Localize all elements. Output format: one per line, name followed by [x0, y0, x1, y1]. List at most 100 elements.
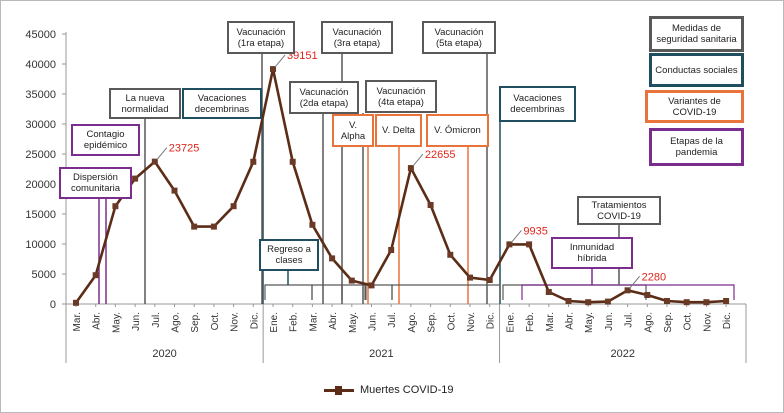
data-point [427, 202, 434, 208]
data-point [467, 274, 473, 281]
annotation-contagio-epidemico: Contagio epidémico [71, 124, 140, 156]
legend: Muertes COVID-19 [324, 384, 454, 396]
x-month-label: Dic. [486, 312, 497, 329]
key-medidas-seguridad: Medidas de seguridad sanitaria [649, 16, 744, 52]
annotation-dispersion-comunitaria: Dispersión comunitaria [59, 167, 132, 199]
y-tick-label: 30000 [25, 119, 56, 131]
x-month-label: May. [584, 312, 595, 333]
y-tick-label: 40000 [25, 59, 56, 71]
annotation-vacunacion-3ra: Vacunación (3ra etapa) [321, 21, 393, 54]
y-tick-label: 15000 [25, 209, 56, 221]
x-month-label: Nov. [466, 312, 477, 332]
data-point [230, 203, 237, 210]
series-line [74, 67, 727, 304]
data-point [526, 241, 533, 248]
data-point [289, 158, 296, 165]
annotation-variante-omicron: V. Ómicron [426, 114, 489, 147]
x-month-label: Oct. [446, 312, 457, 330]
data-point [151, 158, 158, 165]
x-month-label: Mar. [72, 312, 83, 331]
x-month-label: May. [111, 312, 122, 333]
legend-swatch [324, 385, 354, 395]
x-month-label: Abr. [328, 312, 339, 330]
x-month-label: Feb. [525, 312, 536, 332]
data-point [132, 175, 139, 182]
annotation-vacunacion-2da: Vacunación (2da etapa) [289, 81, 359, 114]
annotation-regreso-a-clases: Regreso a clases [259, 239, 319, 271]
callout-leader [156, 147, 168, 160]
data-point [447, 251, 454, 258]
data-point [683, 299, 690, 306]
data-point [73, 299, 79, 306]
x-month-label: Ene. [269, 312, 280, 333]
x-month-label: Abr. [565, 312, 576, 330]
x-month-label: Jun. [604, 312, 615, 331]
x-month-label: Sep. [427, 312, 438, 333]
x-month-label: Oct. [210, 312, 221, 330]
y-tick-label: 45000 [25, 29, 56, 41]
x-month-label: Dic. [722, 312, 733, 329]
x-month-label: Jul. [387, 312, 398, 328]
annotation-vacaciones-decembrinas-2: Vacaciones decembrinas [499, 86, 576, 122]
x-month-label: Sep. [190, 312, 201, 333]
x-month-label: Abr. [92, 312, 103, 330]
data-point [309, 221, 316, 228]
data-label: 2280 [642, 271, 666, 283]
x-month-label: Ago. [643, 312, 654, 333]
x-month-label: Ago. [171, 312, 182, 333]
bracket [311, 284, 343, 300]
x-month-label: Feb. [289, 312, 300, 332]
data-point [624, 287, 631, 294]
bracket [264, 284, 313, 300]
annotation-vacunacion-4ta: Vacunación (4ta etapa) [365, 80, 437, 113]
data-label: 23725 [169, 143, 200, 155]
x-month-label: Oct. [683, 312, 694, 330]
data-point [210, 223, 217, 230]
data-point [644, 292, 651, 298]
data-point [368, 282, 375, 289]
annotation-tratamientos-covid: Tratamientos COVID-19 [577, 196, 661, 225]
x-month-label: Ago. [407, 312, 418, 333]
legend-label: Muertes COVID-19 [360, 384, 454, 396]
annotation-variante-alpha: V. Alpha [332, 114, 374, 147]
callout-leader [629, 275, 640, 289]
data-point [585, 299, 592, 306]
x-month-label: Nov. [230, 312, 241, 332]
y-tick-label: 35000 [25, 89, 56, 101]
annotation-vacunacion-5ta: Vacunación (5ta etapa) [422, 21, 496, 54]
x-month-label: Jun. [131, 312, 142, 331]
data-point [171, 187, 178, 194]
key-conductas-sociales: Conductas sociales [649, 53, 744, 87]
y-tick-label: 20000 [25, 179, 56, 191]
data-label: 22655 [425, 149, 456, 161]
annotation-inmunidad-hibrida: Inmunidad híbrida [551, 237, 633, 269]
y-tick-label: 25000 [25, 149, 56, 161]
data-point [565, 298, 572, 304]
x-month-label: Mar. [308, 312, 319, 331]
annotation-variante-delta: V. Delta [375, 114, 422, 147]
key-variantes-covid: Variantes de COVID-19 [645, 90, 744, 123]
data-point [703, 299, 710, 306]
data-point [329, 255, 336, 262]
x-month-label: May. [348, 312, 359, 333]
key-etapas-pandemia: Etapas de la pandemia [649, 128, 744, 166]
year-label: 2020 [152, 348, 176, 360]
x-month-label: Mar. [545, 312, 556, 331]
data-point [664, 298, 670, 304]
y-tick-label: 10000 [25, 239, 56, 251]
callout-leader [274, 54, 286, 68]
annotation-vacaciones-decembrinas-1: Vacaciones decembrinas [182, 88, 262, 119]
data-point [250, 158, 257, 165]
bracket [341, 284, 366, 300]
x-month-label: Jul. [624, 312, 635, 328]
x-month-label: Ene. [505, 312, 516, 333]
data-point [723, 298, 730, 304]
bracket [521, 284, 735, 300]
data-point [604, 298, 611, 305]
data-point [545, 289, 552, 295]
annotation-vacunacion-1ra: Vacunación (1ra etapa) [227, 21, 295, 54]
y-tick-label: 5000 [32, 269, 56, 281]
data-point [388, 247, 395, 253]
data-point [191, 223, 198, 230]
